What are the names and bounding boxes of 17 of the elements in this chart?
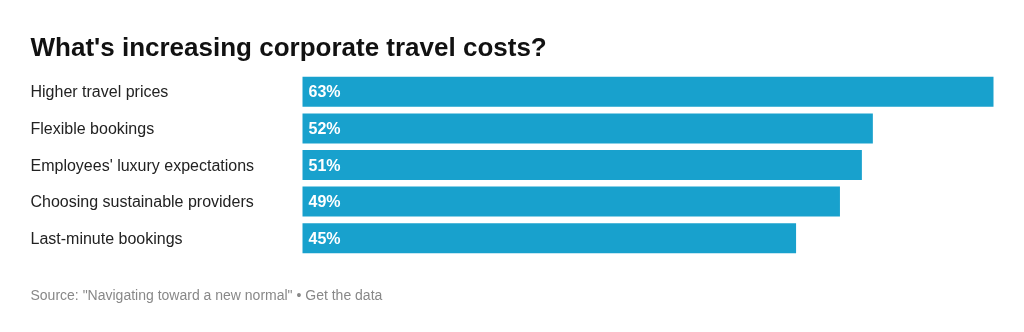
y-tick-label: Choosing sustainable providers [30, 193, 254, 211]
data-label: 51% [308, 156, 341, 174]
bar [302, 76, 994, 107]
source-note: Source: "Navigating toward a new normal" • Get the data [30, 286, 383, 303]
bar [302, 113, 873, 144]
data-label: 49% [308, 193, 341, 211]
bar [302, 149, 862, 181]
y-tick-label: Flexible bookings [30, 119, 155, 137]
bar [302, 223, 797, 254]
data-label: 45% [308, 229, 341, 247]
bar [302, 186, 840, 217]
y-tick-label: Last-minute bookings [30, 229, 183, 247]
data-label: 52% [308, 119, 341, 137]
data-label: 63% [308, 83, 341, 101]
y-tick-label: Higher travel prices [30, 83, 169, 101]
chart-title: What's increasing corporate travel costs? [30, 31, 547, 62]
y-tick-label: Employees' luxury expectations [30, 156, 255, 174]
